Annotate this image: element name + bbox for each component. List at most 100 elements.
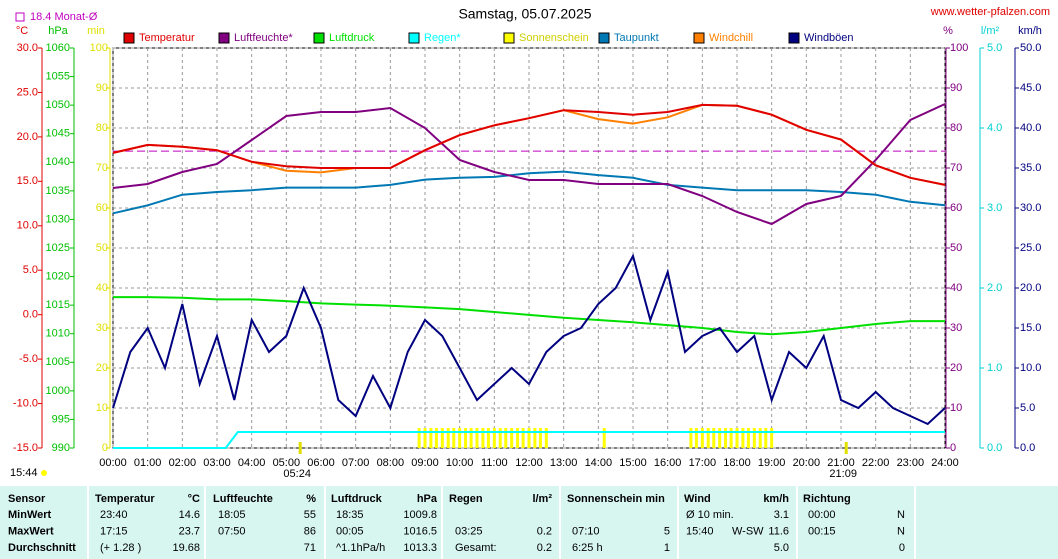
y-tick-label: 1060 bbox=[46, 42, 70, 54]
y-tick-label: 30 bbox=[96, 322, 108, 334]
sunshine-bar bbox=[434, 428, 438, 448]
y-tick-label: 25.0 bbox=[1020, 242, 1041, 254]
sunshine-bar bbox=[481, 428, 485, 448]
x-tick-label: 11:00 bbox=[481, 457, 508, 469]
legend-label: Luftfeuchte* bbox=[234, 32, 293, 44]
sunshine-bar bbox=[510, 428, 514, 448]
mean-label: 18.4 Monat-Ø bbox=[30, 11, 98, 23]
y-tick-label: 1050 bbox=[46, 99, 70, 111]
y-tick-label: 1035 bbox=[46, 185, 70, 197]
table-cell: 86 bbox=[304, 525, 316, 537]
legend-swatch bbox=[503, 32, 515, 44]
sunshine-bar bbox=[746, 428, 750, 448]
sunshine-bar bbox=[446, 428, 450, 448]
table-header: Wind bbox=[684, 493, 711, 505]
x-tick-label: 03:00 bbox=[203, 457, 231, 469]
sunshine-bar bbox=[741, 428, 745, 448]
x-tick-label: 10:00 bbox=[446, 457, 474, 469]
legend-swatch bbox=[123, 32, 135, 44]
legend-swatch bbox=[218, 32, 230, 44]
x-tick-label: 20:00 bbox=[793, 457, 821, 469]
table-cell: 03:25 bbox=[455, 525, 483, 537]
x-tick-label: 16:00 bbox=[654, 457, 682, 469]
series-line bbox=[112, 170, 946, 215]
y-tick-label: 40.0 bbox=[1020, 122, 1041, 134]
y-tick-label: 70 bbox=[950, 162, 962, 174]
y-tick-label: 10 bbox=[96, 402, 108, 414]
sunshine-bar bbox=[464, 428, 468, 448]
chart-title: Samstag, 05.07.2025 bbox=[458, 6, 591, 22]
sun-label: 05:24 bbox=[283, 468, 311, 480]
y-tick-label: 30.0 bbox=[17, 42, 38, 54]
y-tick-label: 50.0 bbox=[1020, 42, 1041, 54]
y-tick-label: -15.0 bbox=[13, 442, 38, 454]
y-tick-label: 1015 bbox=[46, 299, 70, 311]
y-tick-label: 1005 bbox=[46, 356, 70, 368]
series-line bbox=[112, 103, 946, 186]
y-tick-label: 60 bbox=[950, 202, 962, 214]
sunshine-bar bbox=[452, 428, 456, 448]
x-tick-label: 18:00 bbox=[723, 457, 751, 469]
table-cell: N bbox=[897, 509, 905, 521]
y-tick-label: 20 bbox=[96, 362, 108, 374]
sunshine-bar bbox=[504, 428, 508, 448]
x-tick-label: 02:00 bbox=[169, 457, 197, 469]
table-cell: 11.6 bbox=[768, 525, 789, 537]
series-line bbox=[112, 103, 946, 226]
axis-unit: min bbox=[87, 25, 105, 37]
y-tick-label: 15.0 bbox=[1020, 322, 1041, 334]
y-tick-label: 995 bbox=[52, 413, 70, 425]
y-tick-label: 5.0 bbox=[987, 42, 1002, 54]
y-tick-label: 3.0 bbox=[987, 202, 1002, 214]
y-tick-label: 45.0 bbox=[1020, 82, 1041, 94]
y-tick-label: 25.0 bbox=[17, 86, 38, 98]
x-tick-label: 19:00 bbox=[758, 457, 786, 469]
legend-label: Windböen bbox=[804, 32, 854, 44]
table-cell: 1013.3 bbox=[403, 542, 437, 554]
table-header: Sensor bbox=[8, 493, 46, 505]
x-tick-label: 14:00 bbox=[585, 457, 613, 469]
legend-label: Taupunkt bbox=[614, 32, 659, 44]
table-cell: 55 bbox=[304, 509, 316, 521]
sunshine-bar bbox=[712, 428, 716, 448]
y-tick-label: 20.0 bbox=[17, 131, 38, 143]
y-tick-label: 90 bbox=[96, 82, 108, 94]
y-tick-label: 5.0 bbox=[1020, 402, 1035, 414]
y-tick-label: 100 bbox=[90, 42, 108, 54]
y-tick-label: 1010 bbox=[46, 328, 70, 340]
table-cell: 00:15 bbox=[808, 525, 836, 537]
series-line bbox=[113, 296, 945, 336]
x-tick-label: 22:00 bbox=[862, 457, 890, 469]
sunshine-bar bbox=[752, 428, 756, 448]
legend-label: Luftdruck bbox=[329, 32, 375, 44]
sunshine-bar bbox=[544, 428, 548, 448]
sunshine-bar bbox=[694, 428, 698, 448]
sunshine-bar bbox=[516, 428, 520, 448]
x-tick-label: 12:00 bbox=[515, 457, 543, 469]
table-cell: W-SW bbox=[732, 525, 764, 537]
y-tick-label: 1000 bbox=[46, 385, 70, 397]
sunshine-bar bbox=[758, 428, 762, 448]
x-tick-label: 13:00 bbox=[550, 457, 578, 469]
y-tick-label: 0 bbox=[950, 442, 956, 454]
legend-swatch bbox=[408, 32, 420, 44]
y-tick-label: 990 bbox=[52, 442, 70, 454]
table-cell: 14.6 bbox=[179, 509, 200, 521]
y-tick-label: 5.0 bbox=[23, 264, 38, 276]
table-cell: (+ 1.28 ) bbox=[100, 542, 141, 554]
x-tick-label: 08:00 bbox=[377, 457, 405, 469]
y-tick-label: 1020 bbox=[46, 270, 70, 282]
table-header: Regen bbox=[449, 493, 483, 505]
table-header: Richtung bbox=[803, 493, 851, 505]
y-tick-label: 1055 bbox=[46, 70, 70, 82]
sun-label: 21:09 bbox=[829, 468, 857, 480]
y-tick-label: 40 bbox=[950, 282, 962, 294]
y-tick-label: 35.0 bbox=[1020, 162, 1041, 174]
table-cell: 1 bbox=[664, 542, 670, 554]
table-header: hPa bbox=[417, 493, 438, 505]
table-cell: 15:40 bbox=[686, 525, 714, 537]
sunshine-bar bbox=[706, 428, 710, 448]
sunshine-bar bbox=[458, 428, 462, 448]
y-tick-label: 1045 bbox=[46, 128, 70, 140]
